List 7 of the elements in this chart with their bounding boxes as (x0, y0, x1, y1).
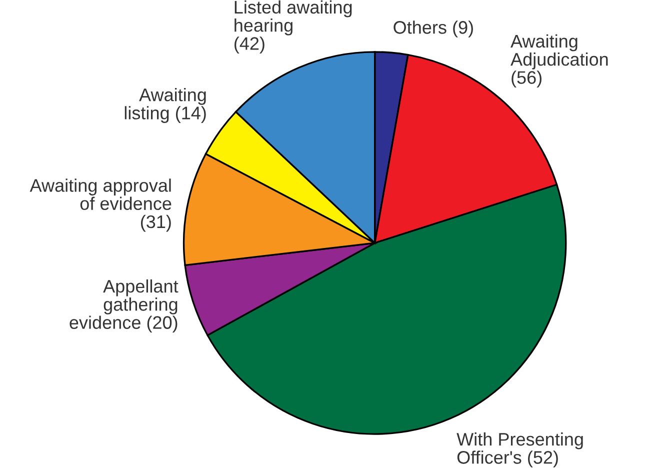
slice-label: Awaiting approval of evidence (31) (30, 178, 172, 232)
slice-label: Listed awaiting hearing (42) (234, 0, 352, 54)
slice-label: With Presenting Officer's (52) (456, 432, 583, 468)
slice-label: Awaiting listing (14) (124, 88, 206, 123)
slice-label: Awaiting Adjudication (56) (510, 34, 608, 88)
slice-label: Appellant gathering evidence (20) (70, 279, 178, 333)
slice-label: Others (9) (394, 20, 473, 38)
